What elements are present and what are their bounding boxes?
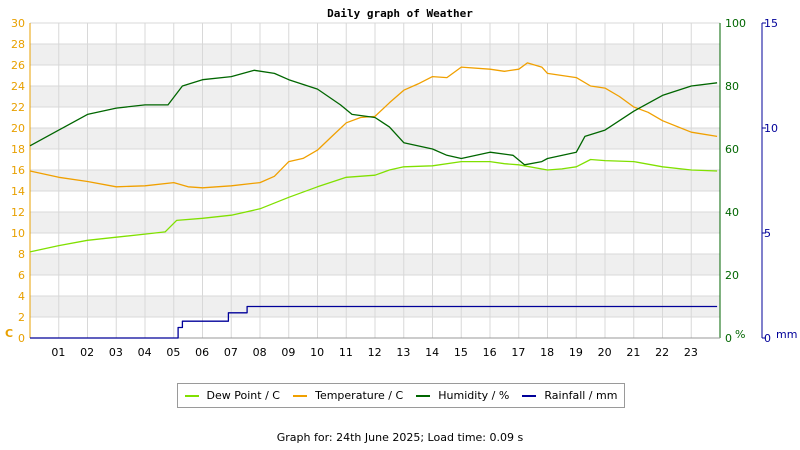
chart-title: Daily graph of Weather bbox=[327, 7, 473, 20]
x-tick-label: 07 bbox=[224, 346, 238, 359]
series-line-rainfall bbox=[30, 305, 718, 339]
x-tick-label: 04 bbox=[138, 346, 152, 359]
chart-legend: Dew Point / C Temperature / C Humidity /… bbox=[177, 383, 625, 408]
humidity-tick-label: 20 bbox=[725, 269, 739, 282]
x-tick-label: 20 bbox=[598, 346, 612, 359]
legend-swatch-rainfall bbox=[522, 394, 537, 397]
x-tick-label: 10 bbox=[310, 346, 324, 359]
x-tick-label: 14 bbox=[425, 346, 439, 359]
series-line-dew-point bbox=[29, 158, 718, 253]
legend-item-humidity: Humidity / % bbox=[416, 389, 509, 402]
x-tick-label: 01 bbox=[51, 346, 65, 359]
x-tick-label: 13 bbox=[396, 346, 410, 359]
x-tick-label: 17 bbox=[511, 346, 525, 359]
x-tick-label: 06 bbox=[195, 346, 209, 359]
left-tick-label: 0 bbox=[18, 332, 25, 345]
x-tick-label: 18 bbox=[540, 346, 554, 359]
x-tick-label: 03 bbox=[109, 346, 123, 359]
left-tick-label: 22 bbox=[11, 101, 25, 114]
humidity-tick-label: 60 bbox=[725, 143, 739, 156]
humidity-axis-unit: % bbox=[735, 328, 745, 341]
footer-load-time: ; Load time: 0.09 s bbox=[420, 431, 524, 444]
x-tick-label: 15 bbox=[454, 346, 468, 359]
left-tick-label: 10 bbox=[11, 227, 25, 240]
weather-chart: Daily graph of Weather 02468101214161820… bbox=[5, 7, 797, 359]
x-tick-label: 16 bbox=[483, 346, 497, 359]
x-tick-label: 09 bbox=[281, 346, 295, 359]
left-tick-label: 24 bbox=[11, 80, 25, 93]
left-tick-label: 8 bbox=[18, 248, 25, 261]
graph-footer: Graph for: 24th June 2025; Load time: 0.… bbox=[0, 431, 800, 444]
humidity-tick-label: 40 bbox=[725, 206, 739, 219]
x-tick-label: 23 bbox=[684, 346, 698, 359]
rainfall-tick-label: 0 bbox=[764, 332, 771, 345]
legend-swatch-humidity bbox=[416, 394, 431, 397]
left-tick-label: 26 bbox=[11, 59, 25, 72]
legend-label-dew-point: Dew Point / C bbox=[206, 389, 280, 402]
legend-item-dew-point: Dew Point / C bbox=[184, 389, 280, 402]
x-tick-label: 02 bbox=[80, 346, 94, 359]
left-tick-label: 18 bbox=[11, 143, 25, 156]
left-tick-label: 16 bbox=[11, 164, 25, 177]
x-tick-label: 22 bbox=[655, 346, 669, 359]
legend-item-temperature: Temperature / C bbox=[293, 389, 403, 402]
left-tick-label: 30 bbox=[11, 17, 25, 30]
x-tick-label: 11 bbox=[339, 346, 353, 359]
legend-label-humidity: Humidity / % bbox=[438, 389, 510, 402]
left-tick-label: 6 bbox=[18, 269, 25, 282]
legend-label-temperature: Temperature / C bbox=[315, 389, 404, 402]
series-line-humidity bbox=[29, 69, 718, 166]
x-tick-label: 05 bbox=[166, 346, 180, 359]
x-tick-label: 12 bbox=[368, 346, 382, 359]
left-axis-unit: C bbox=[5, 327, 13, 340]
x-tick-label: 21 bbox=[626, 346, 640, 359]
left-tick-label: 12 bbox=[11, 206, 25, 219]
legend-swatch-temperature bbox=[293, 394, 308, 397]
footer-prefix: Graph for: bbox=[276, 431, 337, 444]
humidity-tick-label: 0 bbox=[725, 332, 732, 345]
left-tick-label: 14 bbox=[11, 185, 25, 198]
left-tick-label: 20 bbox=[11, 122, 25, 135]
left-tick-label: 4 bbox=[18, 290, 25, 303]
legend-item-rainfall: Rainfall / mm bbox=[522, 389, 617, 402]
rainfall-tick-label: 15 bbox=[764, 17, 778, 30]
rainfall-axis-unit: mm bbox=[776, 328, 797, 341]
left-tick-label: 28 bbox=[11, 38, 25, 51]
humidity-tick-label: 80 bbox=[725, 80, 739, 93]
footer-date: 24th June 2025 bbox=[336, 431, 421, 444]
rainfall-tick-label: 10 bbox=[764, 122, 778, 135]
rainfall-tick-label: 5 bbox=[764, 227, 771, 240]
legend-label-rainfall: Rainfall / mm bbox=[544, 389, 618, 402]
x-tick-label: 19 bbox=[569, 346, 583, 359]
humidity-tick-label: 100 bbox=[725, 17, 746, 30]
legend-swatch-dew-point bbox=[184, 394, 199, 397]
series-line-temperature bbox=[29, 62, 718, 189]
left-tick-label: 2 bbox=[18, 311, 25, 324]
x-tick-label: 08 bbox=[253, 346, 267, 359]
